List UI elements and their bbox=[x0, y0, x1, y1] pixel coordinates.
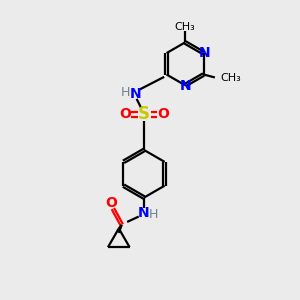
Text: S: S bbox=[138, 105, 150, 123]
Text: N: N bbox=[180, 79, 191, 93]
Text: CH₃: CH₃ bbox=[175, 22, 195, 32]
Text: N: N bbox=[138, 206, 150, 220]
Text: O: O bbox=[119, 107, 131, 121]
Text: O: O bbox=[105, 196, 117, 210]
Text: N: N bbox=[129, 86, 141, 100]
Text: H: H bbox=[148, 208, 158, 221]
Text: CH₃: CH₃ bbox=[221, 73, 242, 83]
Text: N: N bbox=[198, 46, 210, 59]
Text: H: H bbox=[121, 85, 130, 98]
Text: O: O bbox=[157, 107, 169, 121]
